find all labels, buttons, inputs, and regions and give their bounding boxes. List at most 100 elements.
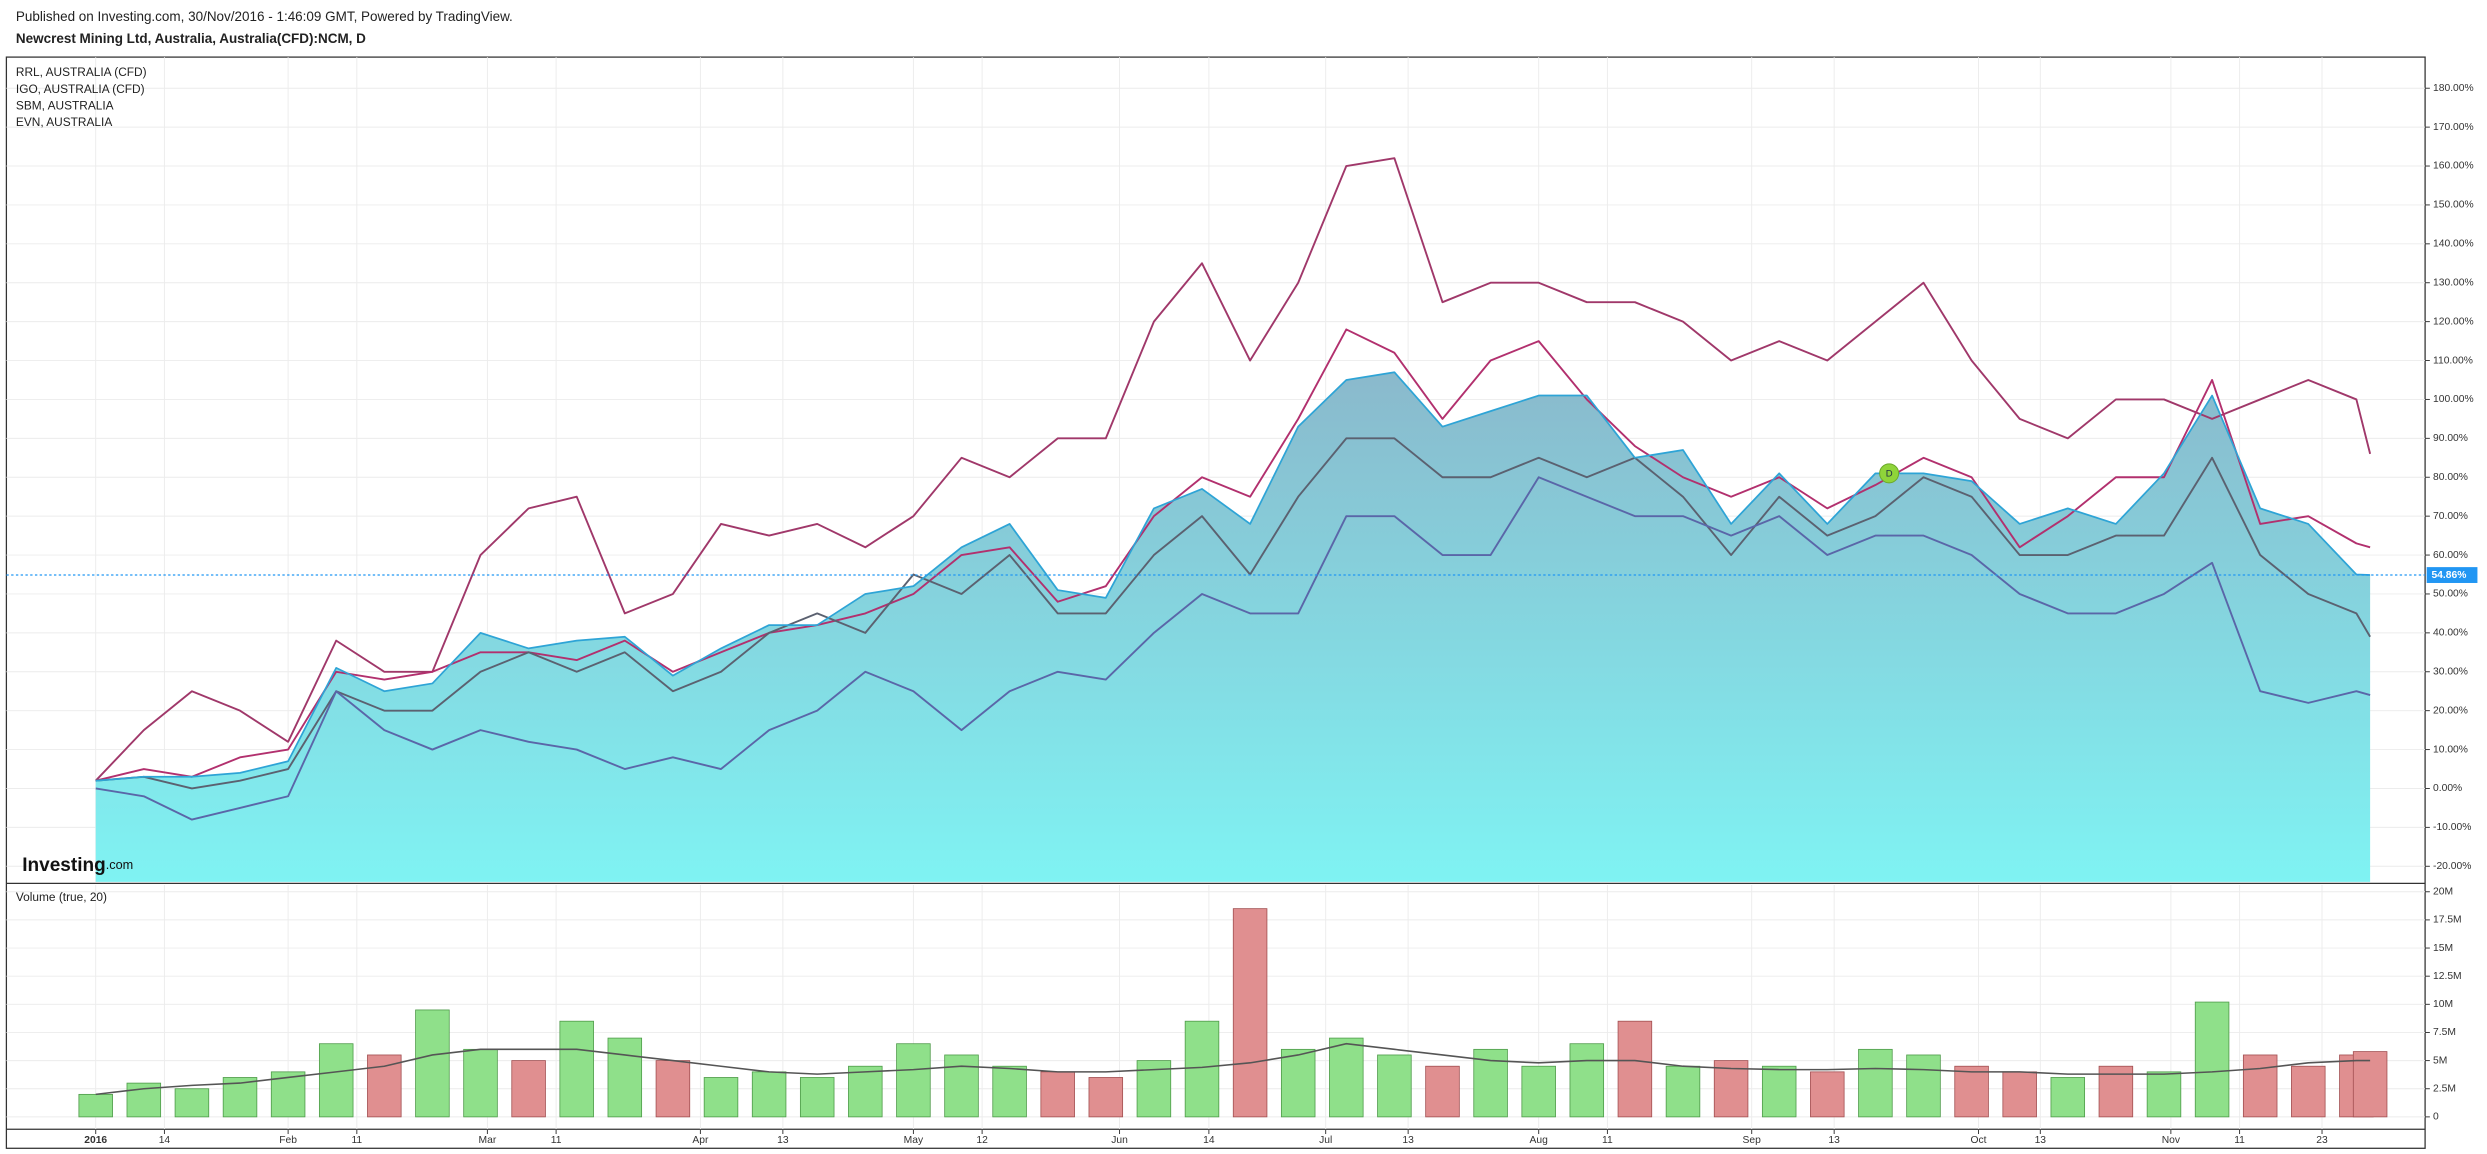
last-value-label: 54.86% (2431, 570, 2466, 581)
y-tick-label: 180.00% (2433, 83, 2474, 94)
x-tick-label: 13 (1402, 1135, 1414, 1146)
x-tick-label: 2016 (84, 1135, 107, 1146)
x-tick-label: May (904, 1135, 924, 1146)
y-tick-label: 50.00% (2433, 589, 2468, 600)
logo-suffix: .com (106, 858, 133, 872)
volume-bar (318, 1043, 354, 1118)
y-tick-label: 10M (2433, 999, 2453, 1010)
volume-bar (1713, 1060, 1749, 1118)
x-tick-label: Feb (279, 1135, 297, 1146)
volume-bar (415, 1009, 450, 1118)
volume-bar (848, 1065, 883, 1118)
x-tick-label: 11 (551, 1135, 562, 1146)
last-value-box (2426, 567, 2478, 583)
series-line (95, 328, 2371, 782)
y-tick-label: 80.00% (2433, 472, 2468, 483)
volume-bar (2146, 1071, 2182, 1118)
y-tick-label: 40.00% (2433, 628, 2468, 639)
logo: Investing.com (22, 855, 133, 876)
volume-bar (1810, 1071, 1845, 1118)
y-tick-label: 30.00% (2433, 666, 2468, 677)
y-tick-label: -10.00% (2433, 822, 2471, 833)
x-tick-label: Aug (1530, 1135, 1549, 1146)
x-tick-label: 23 (2316, 1135, 2328, 1146)
volume-bar (1088, 1077, 1124, 1118)
volume-bar (1617, 1020, 1653, 1118)
x-tick-label: 11 (2234, 1135, 2245, 1146)
volume-bar (607, 1037, 643, 1118)
series-line (95, 157, 2372, 782)
volume-bar (1761, 1065, 1797, 1118)
y-tick-label: 5M (2433, 1055, 2447, 1066)
y-tick-label: 160.00% (2433, 161, 2474, 172)
volume-bar (2194, 1001, 2230, 1118)
y-tick-label: 100.00% (2433, 394, 2474, 405)
y-tick-label: 110.00% (2433, 355, 2473, 366)
volume-bar (2352, 1051, 2388, 1118)
y-tick-label: -20.00% (2433, 861, 2471, 872)
volume-ma-line (95, 1042, 2371, 1096)
x-tick-label: Jul (1319, 1135, 1332, 1146)
volume-bar (751, 1071, 787, 1118)
x-tick-label: Jun (1111, 1135, 1128, 1146)
volume-bar (2050, 1077, 2086, 1118)
y-tick-label: 17.5M (2433, 915, 2462, 926)
series-line (95, 476, 2371, 821)
plot (6, 157, 2426, 1118)
y-tick-label: 7.5M (2433, 1027, 2456, 1038)
x-tick-label: Mar (479, 1135, 497, 1146)
volume-bar (799, 1077, 835, 1118)
volume-bar (896, 1043, 931, 1118)
y-tick-label: 140.00% (2433, 239, 2474, 250)
y-tick-label: 120.00% (2433, 316, 2474, 327)
chart-title: Newcrest Mining Ltd, Australia, Australi… (16, 31, 366, 46)
x-tick-label: 13 (2035, 1135, 2047, 1146)
x-tick-label: Oct (1970, 1135, 1986, 1146)
y-tick-label: 10.00% (2433, 744, 2468, 755)
volume-bar (1232, 908, 1268, 1118)
volume-bar (78, 1093, 113, 1118)
volume-bar (1858, 1048, 1893, 1118)
x-tick-label: Sep (1743, 1135, 1762, 1146)
labels: 2016 14 Feb 11 Mar 11 Apr 13 May 12 Jun 14 Jul 13 Aug 1… (16, 65, 2478, 1146)
y-tick-label: 20M (2433, 886, 2453, 897)
y-tick-label: 0 (2433, 1112, 2439, 1123)
logo-main: Investing (22, 855, 105, 876)
y-tick-label: 20.00% (2433, 705, 2468, 716)
volume-bar (1425, 1065, 1460, 1118)
volume-bar (703, 1077, 739, 1118)
volume-label: Volume (true, 20) (16, 890, 107, 904)
volume-bar (655, 1060, 691, 1118)
volume-bar (2291, 1065, 2326, 1118)
x-tick-label: 12 (976, 1135, 988, 1146)
volume-bar (1521, 1065, 1556, 1118)
area-fill (95, 372, 2371, 882)
volume-bar (1665, 1065, 1701, 1118)
legend-entry: SBM, AUSTRALIA (16, 98, 114, 112)
volume-bar (1569, 1043, 1605, 1118)
volume-bar (1184, 1020, 1220, 1118)
x-tick-label: 11 (1602, 1135, 1613, 1146)
y-tick-label: 170.00% (2433, 122, 2474, 133)
volume-bar (559, 1020, 594, 1118)
volume-bar (992, 1065, 1027, 1118)
volume-bar (2242, 1054, 2278, 1118)
event-marker (1879, 463, 1900, 484)
main-line (95, 371, 2371, 782)
x-tick-label: 11 (351, 1135, 362, 1146)
legend-entry: EVN, AUSTRALIA (16, 115, 112, 129)
legend-entry: IGO, AUSTRALIA (CFD) (16, 82, 145, 96)
volume-bar (944, 1054, 979, 1118)
x-tick-label: 13 (777, 1135, 789, 1146)
y-tick-label: 12.5M (2433, 971, 2462, 982)
volume-bar (1280, 1048, 1316, 1118)
y-tick-label: 130.00% (2433, 277, 2474, 288)
volume-bar (174, 1088, 210, 1118)
y-tick-label: 0.00% (2433, 783, 2462, 794)
volume-bar (1954, 1065, 1989, 1118)
volume-bar (1040, 1071, 1075, 1118)
y-tick-label: 90.00% (2433, 433, 2468, 444)
y-tick-label: 70.00% (2433, 511, 2468, 522)
